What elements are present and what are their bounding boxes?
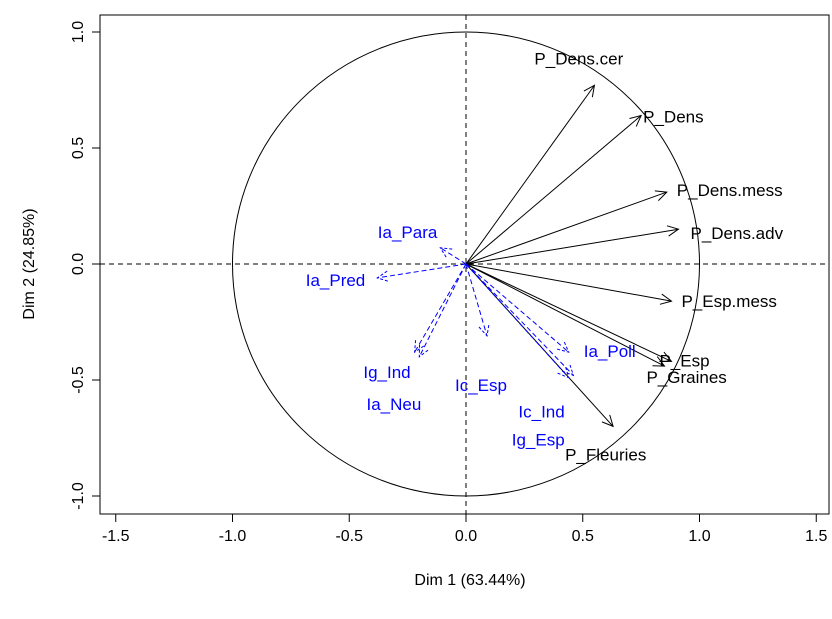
arrow-ia-poll	[465, 263, 570, 353]
label-p-esp: P_Esp	[659, 351, 709, 370]
plot-area: P_Dens.cer P_Dens P_Dens.mess P_Dens.adv P_E…	[100, 15, 829, 514]
arrow-p-dens-cer	[465, 84, 596, 265]
x-tick-label: 1.5	[805, 528, 827, 545]
arrow-p-dens-adv	[465, 225, 680, 265]
y-tick-label: 1.0	[70, 21, 87, 43]
label-p-dens-adv: P_Dens.adv	[690, 224, 783, 243]
arrow-ic-esp	[465, 263, 490, 338]
arrow-ig-ind	[414, 263, 467, 354]
label-p-dens: P_Dens	[643, 108, 703, 127]
label-ia-pred: Ia_Pred	[306, 271, 366, 290]
arrow-ia-pred	[376, 263, 467, 282]
x-tick-label: 1.0	[688, 528, 710, 545]
y-axis: -1.0 -0.5 0.0 0.5 1.0	[70, 21, 101, 510]
arrow-ia-para	[439, 247, 467, 265]
arrow-p-esp-mess	[465, 263, 673, 305]
arrow-p-esp	[465, 263, 673, 363]
label-ic-esp: Ic_Esp	[455, 376, 507, 395]
y-tick-label: 0.5	[70, 137, 87, 159]
label-ia-poll: Ia_Poll	[584, 342, 636, 361]
label-ig-ind: Ig_Ind	[363, 363, 410, 382]
arrow-p-dens	[465, 114, 643, 265]
x-axis: -1.5 -1.0 -0.5 0.0 0.5 1.0 1.5	[102, 513, 827, 545]
x-tick-label: 0.0	[455, 528, 477, 545]
x-tick-label: 0.5	[572, 528, 594, 545]
y-tick-label: -1.0	[70, 482, 87, 510]
label-p-esp-mess: P_Esp.mess	[681, 292, 776, 311]
label-ia-neu: Ia_Neu	[366, 395, 421, 414]
label-ic-ind: Ic_Ind	[518, 402, 564, 421]
y-tick-label: 0.0	[70, 253, 87, 275]
x-axis-title: Dim 1 (63.44%)	[414, 572, 525, 589]
label-ig-esp: Ig_Esp	[512, 431, 565, 450]
arrow-ia-neu	[418, 263, 467, 358]
x-tick-label: -0.5	[335, 528, 363, 545]
y-tick-label: -0.5	[70, 366, 87, 394]
label-p-dens-cer: P_Dens.cer	[534, 49, 623, 68]
arrow-p-graines	[465, 263, 666, 367]
arrow-ic-ind	[465, 263, 575, 377]
label-p-graines: P_Graines	[646, 368, 726, 387]
label-p-fleuries: P_Fleuries	[565, 445, 646, 464]
label-p-dens-mess: P_Dens.mess	[677, 181, 783, 200]
x-tick-label: -1.5	[102, 528, 130, 545]
arrow-p-dens-mess	[465, 190, 668, 265]
y-axis-title: Dim 2 (24.85%)	[21, 208, 38, 319]
x-tick-label: -1.0	[219, 528, 247, 545]
label-ia-para: Ia_Para	[378, 223, 438, 242]
arrow-ig-esp	[465, 263, 570, 379]
